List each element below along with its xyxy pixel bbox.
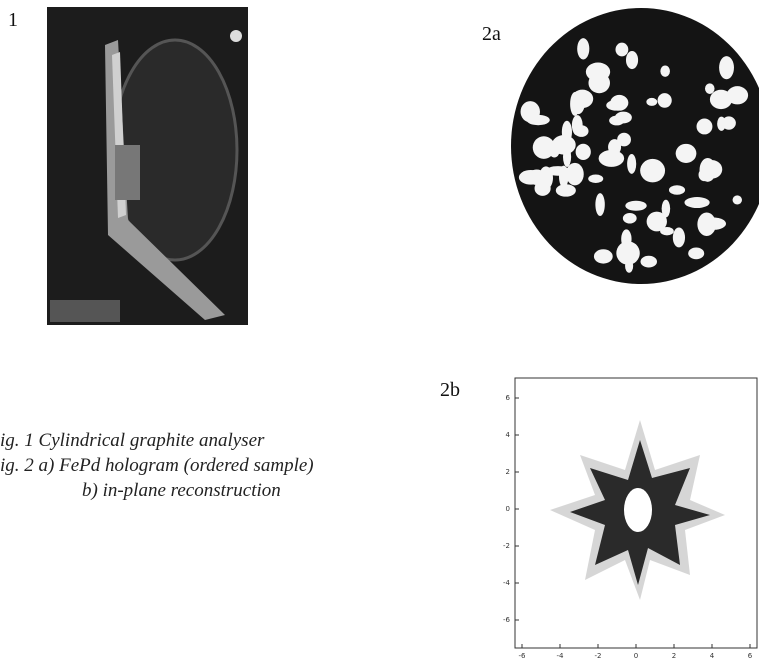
x-tick-label: -2 bbox=[595, 652, 602, 660]
hologram-spot bbox=[595, 193, 604, 216]
hologram-spot bbox=[609, 116, 624, 126]
hologram-spot bbox=[719, 56, 734, 79]
hologram-spot bbox=[588, 73, 610, 94]
hologram-spot bbox=[576, 144, 591, 160]
hologram-spot bbox=[521, 101, 540, 122]
hologram-spot bbox=[570, 92, 580, 116]
hologram-spot bbox=[623, 213, 637, 224]
hologram-spot bbox=[641, 256, 657, 268]
hologram-spot bbox=[669, 185, 685, 194]
hologram-spot bbox=[705, 83, 715, 94]
x-tick-label: 2 bbox=[672, 652, 676, 660]
hologram-spot bbox=[676, 144, 697, 163]
y-tick-label: 2 bbox=[506, 468, 510, 476]
x-tick-label: 0 bbox=[634, 652, 638, 660]
hologram-spot bbox=[646, 98, 657, 106]
hologram-spot bbox=[684, 197, 709, 208]
y-tick-label: -4 bbox=[503, 579, 511, 587]
hologram-spot bbox=[697, 119, 713, 135]
hologram-spot bbox=[647, 163, 656, 171]
caption-line: ig. 2 a) FePd hologram (ordered sample) bbox=[0, 455, 314, 476]
y-tick-label: 4 bbox=[506, 431, 511, 439]
x-tick-label: -6 bbox=[519, 652, 527, 660]
hologram-spot bbox=[662, 200, 671, 218]
hologram-spot bbox=[710, 90, 732, 109]
y-tick-label: 6 bbox=[506, 394, 511, 402]
hologram-spot bbox=[533, 136, 555, 159]
hologram-spot bbox=[625, 259, 633, 273]
hologram-spot bbox=[556, 184, 576, 196]
hologram-spot bbox=[566, 163, 584, 185]
hologram-spot bbox=[552, 135, 576, 155]
hologram-spot bbox=[660, 227, 674, 235]
caption-line: b) in-plane reconstruction bbox=[82, 480, 281, 501]
hologram-spot bbox=[658, 93, 672, 108]
hologram-spot bbox=[594, 249, 613, 263]
hologram-spot bbox=[606, 100, 626, 111]
y-tick-label: 0 bbox=[506, 505, 510, 513]
hologram-spot bbox=[519, 170, 543, 185]
hologram-spot bbox=[577, 38, 589, 59]
hologram-spot bbox=[626, 51, 638, 69]
hologram-spot bbox=[625, 201, 646, 211]
figure-label: 2a bbox=[482, 23, 501, 45]
x-tick-label: -4 bbox=[557, 652, 565, 660]
hologram-spot bbox=[660, 65, 670, 76]
hologram bbox=[511, 8, 759, 284]
hologram-spot bbox=[673, 228, 685, 248]
hologram-spot bbox=[697, 213, 716, 236]
figure-1-photo bbox=[47, 7, 248, 325]
hologram-spot bbox=[574, 125, 588, 137]
y-tick-label: -2 bbox=[503, 542, 510, 550]
hologram-spot bbox=[599, 150, 625, 167]
hologram-spot bbox=[700, 158, 716, 182]
x-tick-label: 6 bbox=[748, 652, 753, 660]
figure-label: 2b bbox=[440, 379, 460, 401]
y-tick-label: -6 bbox=[503, 616, 511, 624]
hologram-spot bbox=[615, 43, 628, 57]
figure-label: 1 bbox=[8, 9, 18, 31]
caption-line: ig. 1 Cylindrical graphite analyser bbox=[0, 430, 265, 451]
hologram-spot bbox=[627, 154, 636, 174]
x-tick-label: 4 bbox=[710, 652, 715, 660]
hologram-spot bbox=[621, 229, 631, 248]
hologram-spot bbox=[722, 116, 736, 129]
hologram-spot bbox=[588, 175, 603, 184]
hologram-spot bbox=[688, 248, 704, 260]
hologram-spot bbox=[733, 195, 742, 204]
page: 1 2a ig. 1 Cylindrical graphite analyser… bbox=[0, 0, 759, 661]
hologram-spot bbox=[546, 166, 570, 176]
